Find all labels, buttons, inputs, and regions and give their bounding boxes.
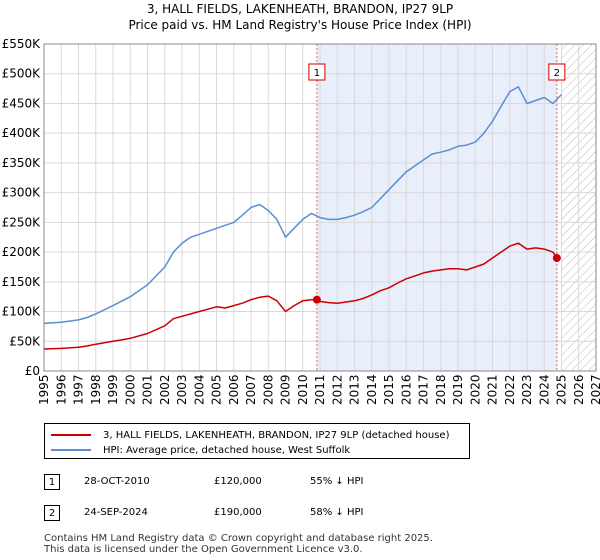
x-tick-label: 2017 [417,374,431,405]
x-tick-label: 2004 [192,374,206,405]
transaction-hpi: 55% ↓ HPI [310,476,364,487]
y-tick-label: £450K [2,96,42,110]
annotation-label: 2 [554,68,560,79]
transaction-badge-1: 1 [44,474,60,490]
x-tick-label: 2026 [572,374,586,405]
y-tick-label: £200K [2,245,42,259]
x-tick-label: 1996 [54,374,68,405]
sale-point [552,254,561,263]
x-tick-label: 1999 [106,374,120,405]
hpi-line [43,86,563,325]
x-tick-label: 1997 [72,374,86,405]
legend-label-property: 3, HALL FIELDS, LAKENHEATH, BRANDON, IP2… [103,429,450,441]
y-tick-label: £500K [2,67,42,81]
annotation-box [308,63,326,81]
x-tick-label: 2011 [313,374,327,405]
x-tick-label: 2023 [520,374,534,405]
x-tick-label: 2009 [279,374,293,405]
x-tick-label: 2027 [589,374,600,405]
legend: 3, HALL FIELDS, LAKENHEATH, BRANDON, IP2… [44,423,470,459]
y-tick-label: £350K [2,156,42,170]
x-tick-label: 2007 [244,374,258,405]
legend-item-hpi: HPI: Average price, detached house, West… [51,443,350,457]
x-tick-label: 1995 [37,374,51,405]
x-tick-label: 2010 [296,374,310,405]
x-tick-label: 2005 [210,374,224,405]
shaded-period [316,44,557,371]
x-tick-label: 1998 [89,374,103,405]
transaction-date: 28-OCT-2010 [84,476,150,487]
y-tick-label: £550K [2,37,42,51]
y-tick-label: £100K [2,305,42,319]
y-tick-label: £50K [9,334,41,348]
legend-swatch-red [51,434,91,436]
transaction-date: 24-SEP-2024 [84,507,148,518]
x-tick-label: 2019 [451,374,465,405]
annotation-label: 1 [314,68,320,79]
transaction-badge-2: 2 [44,505,60,521]
chart-title: 3, HALL FIELDS, LAKENHEATH, BRANDON, IP2… [146,2,454,16]
legend-label-hpi: HPI: Average price, detached house, West… [103,444,351,456]
x-tick-label: 2016 [399,374,413,405]
x-tick-label: 2025 [555,374,569,405]
x-tick-label: 2006 [227,374,241,405]
x-tick-label: 2003 [175,374,189,405]
x-tick-label: 2015 [382,374,396,405]
annotation-box [548,63,566,81]
price-chart: £0 £50K £100K £150K £200K £250K £300K £350K £400… [2,37,600,405]
legend-swatch-blue [51,449,91,451]
legend-item-property: 3, HALL FIELDS, LAKENHEATH, BRANDON, IP2… [51,428,449,442]
plot-frame [43,43,597,372]
sale-point [312,295,321,304]
transaction-price: £190,000 [214,507,262,518]
x-tick-label: 2014 [365,374,379,405]
x-tick-label: 2021 [486,374,500,405]
x-tick-label: 2018 [434,374,448,405]
x-tick-label: 2002 [158,374,172,405]
x-tick-label: 2008 [261,374,275,405]
x-tick-label: 2000 [123,374,137,405]
x-tick-label: 2001 [141,374,155,405]
transaction-hpi: 58% ↓ HPI [310,507,364,518]
footer-licence: This data is licensed under the Open Gov… [44,544,363,555]
y-tick-label: £300K [2,186,42,200]
y-tick-label: £400K [2,126,42,140]
y-tick-label: £0 [25,364,40,378]
chart-subtitle: Price paid vs. HM Land Registry's House … [128,18,472,32]
x-tick-label: 2024 [537,374,551,405]
footer-copyright: Contains HM Land Registry data © Crown c… [44,533,433,544]
x-tick-label: 2020 [468,374,482,405]
transaction-price: £120,000 [214,476,262,487]
y-tick-label: £250K [2,215,42,229]
x-tick-label: 2013 [348,374,362,405]
property-price-line [43,242,558,350]
x-tick-label: 2012 [330,374,344,405]
x-tick-label: 2022 [503,374,517,405]
y-tick-label: £150K [2,275,42,289]
